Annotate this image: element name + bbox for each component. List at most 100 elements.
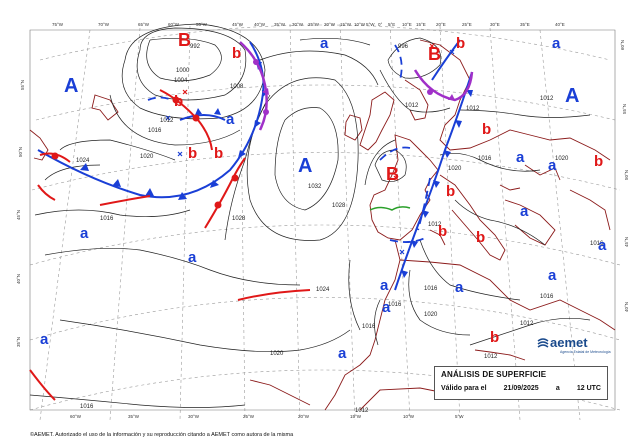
relative-low: b [174, 93, 183, 110]
svg-text:1020: 1020 [424, 312, 438, 318]
svg-text:50°N: 50°N [624, 170, 629, 180]
troughs [147, 44, 431, 243]
high-center: A [298, 155, 312, 177]
high-center: A [64, 75, 78, 97]
relative-high: a [520, 203, 529, 220]
low-center: B [178, 30, 191, 50]
relative-low: b [594, 153, 603, 170]
valid-time: 12 UTC [576, 385, 601, 392]
relative-high: a [40, 331, 49, 348]
svg-text:10°E: 10°E [402, 22, 412, 27]
svg-text:1008: 1008 [230, 84, 244, 90]
svg-text:1020: 1020 [140, 154, 154, 160]
svg-text:1024: 1024 [76, 158, 90, 164]
relative-high: a [455, 279, 464, 296]
relative-centers: a a a a a a a a a a a a a a a b b b b b … [40, 35, 607, 362]
convergence-line [369, 206, 411, 211]
relative-high: a [226, 111, 235, 128]
svg-text:1012: 1012 [540, 96, 554, 102]
svg-text:15°E: 15°E [416, 22, 426, 27]
svg-text:1012: 1012 [466, 106, 480, 112]
longitude-labels: 75°W 70°W 65°W 60°W 55°W 45°W 40°W 35°W … [52, 22, 565, 27]
high-center: A [565, 85, 579, 107]
svg-text:0°: 0° [378, 22, 383, 27]
relative-low: b [482, 121, 491, 138]
relative-low: b [446, 183, 455, 200]
relative-high: a [188, 249, 197, 266]
svg-text:15°W: 15°W [340, 22, 352, 27]
svg-text:60°W: 60°W [168, 22, 180, 27]
center-markers [165, 49, 455, 255]
valid-date: 21/09/2025 [503, 385, 539, 392]
svg-text:35°N: 35°N [16, 337, 21, 347]
svg-text:25°W: 25°W [308, 22, 320, 27]
valid-label: Válido para el [441, 385, 487, 392]
svg-text:20°E: 20°E [436, 22, 446, 27]
svg-text:10°W: 10°W [354, 22, 366, 27]
relative-low: b [438, 223, 447, 240]
svg-text:45°N: 45°N [16, 210, 21, 220]
svg-text:1024: 1024 [316, 287, 330, 293]
svg-text:1028: 1028 [332, 203, 346, 209]
svg-text:1012: 1012 [484, 354, 498, 360]
svg-text:1012: 1012 [520, 321, 534, 327]
svg-text:996: 996 [398, 44, 409, 50]
svg-text:1016: 1016 [540, 294, 554, 300]
svg-text:5°E: 5°E [388, 22, 395, 27]
svg-text:45°N: 45°N [624, 237, 629, 247]
relative-high: a [380, 277, 389, 294]
svg-text:1028: 1028 [232, 216, 246, 222]
map-title: ANÁLISIS DE SUPERFICIE [441, 370, 547, 379]
svg-text:1016: 1016 [362, 324, 376, 330]
svg-text:5°W: 5°W [455, 414, 464, 419]
low-center: B [386, 164, 399, 184]
warm-front-bumps [51, 96, 239, 209]
svg-text:1004: 1004 [174, 78, 188, 84]
svg-text:1012: 1012 [355, 408, 369, 414]
svg-text:45°W: 45°W [232, 22, 244, 27]
relative-low: b [456, 35, 465, 52]
occluded-front-marks [253, 59, 455, 115]
svg-text:25°W: 25°W [243, 414, 255, 419]
svg-text:1020: 1020 [448, 166, 462, 172]
relative-low: b [188, 145, 197, 162]
svg-text:55°N: 55°N [622, 104, 627, 114]
svg-text:10°W: 10°W [403, 414, 415, 419]
svg-text:1016: 1016 [100, 216, 114, 222]
svg-text:1016: 1016 [388, 302, 402, 308]
relative-high: a [320, 35, 329, 52]
svg-text:60°N: 60°N [620, 40, 625, 50]
svg-text:75°W: 75°W [52, 22, 64, 27]
svg-text:40°W: 40°W [254, 22, 266, 27]
svg-text:70°W: 70°W [98, 22, 110, 27]
svg-text:50°N: 50°N [18, 147, 23, 157]
title-box: ANÁLISIS DE SUPERFICIE Válido para el 21… [434, 366, 608, 400]
svg-text:15°W: 15°W [350, 414, 362, 419]
svg-text:55°N: 55°N [20, 80, 25, 90]
relative-high: a [598, 237, 607, 254]
svg-text:1016: 1016 [590, 241, 604, 247]
svg-text:30°W: 30°W [292, 22, 304, 27]
aemet-swirl-icon [537, 338, 549, 348]
low-markers [182, 43, 435, 181]
relative-low: b [490, 329, 499, 346]
svg-text:1000: 1000 [176, 68, 190, 74]
svg-text:1012: 1012 [428, 222, 442, 228]
bottom-longitude-labels: 60°W 35°W 30°W 25°W 20°W 15°W 10°W 5°W [70, 414, 464, 419]
svg-text:992: 992 [190, 44, 201, 50]
relative-low: b [214, 145, 223, 162]
svg-text:25°E: 25°E [462, 22, 472, 27]
relative-high: a [80, 225, 89, 242]
svg-text:1012: 1012 [405, 103, 419, 109]
svg-text:35°W: 35°W [274, 22, 286, 27]
svg-text:1016: 1016 [148, 128, 162, 134]
svg-text:1016: 1016 [80, 404, 94, 410]
map-border [29, 29, 616, 411]
svg-text:40°E: 40°E [555, 22, 565, 27]
low-center: B [428, 44, 441, 64]
validity-line: Válido para el 21/09/2025 a 12 UTC [441, 385, 601, 392]
svg-text:20°W: 20°W [298, 414, 310, 419]
svg-text:20°W: 20°W [324, 22, 336, 27]
relative-high: a [548, 157, 557, 174]
